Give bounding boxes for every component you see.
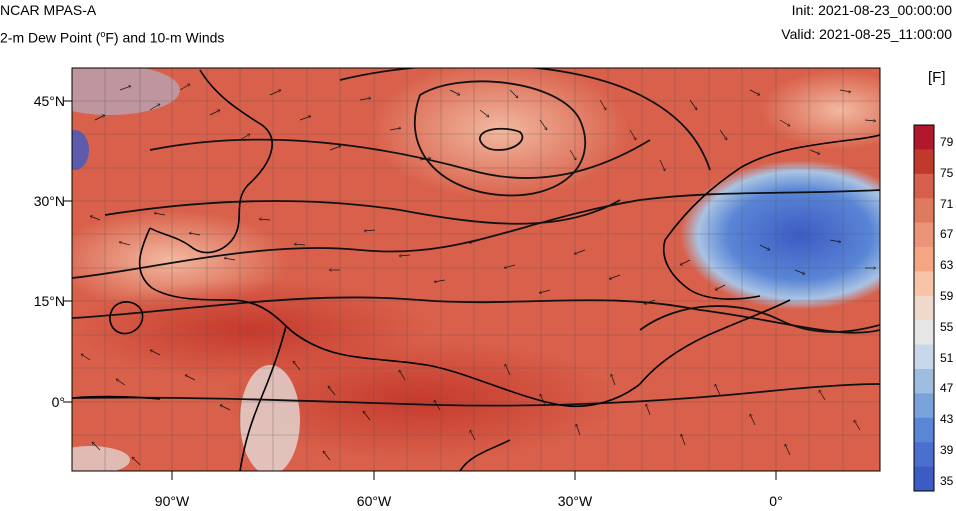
colorbar-label: 79 (940, 135, 954, 149)
lon-tick-30w: 30°W (557, 493, 593, 509)
lon-tick-0: 0° (769, 493, 783, 509)
field-title: 2-m Dew Point (oF) and 10-m Winds (0, 26, 224, 46)
colorbar-label: 47 (940, 381, 954, 396)
colorbar-swatch (914, 295, 934, 321)
dry-region-west (72, 130, 89, 170)
colorbar-swatch (914, 369, 934, 394)
colorbar-swatch (914, 173, 934, 199)
init-time-label: Init: 2021-08-23_00:00:00 (791, 2, 952, 18)
colorbar (913, 124, 935, 492)
colorbar-label: 71 (940, 196, 954, 211)
lon-tick-90w: 90°W (154, 493, 190, 509)
model-title: NCAR MPAS-A (0, 2, 97, 18)
colorbar-label: 51 (940, 350, 954, 365)
dry-region-sahara (680, 160, 880, 310)
colorbar-label: 43 (940, 412, 954, 427)
wind-vectors (81, 83, 876, 466)
dry-region-andes (240, 365, 300, 471)
colorbar-label: 59 (940, 289, 954, 303)
colorbar-unit: [F] (928, 69, 946, 86)
colorbar-swatch (914, 198, 934, 224)
lat-tick-30n: 30°N (33, 193, 65, 209)
colorbar-label: 39 (940, 443, 954, 457)
colorbar-swatch (914, 344, 934, 370)
colorbar-swatch (914, 247, 934, 272)
degree-sup: o (100, 29, 106, 39)
lon-tick-60w: 60°W (356, 493, 392, 509)
colorbar-swatch (914, 149, 934, 175)
dry-region-north (72, 68, 180, 115)
colorbar-label: 55 (940, 319, 954, 334)
lighter-region-north-atlantic (370, 68, 630, 200)
colorbar-swatch (914, 125, 934, 150)
dry-region-pacific (72, 446, 130, 471)
colorbar-swatch (914, 466, 934, 492)
colorbar-swatch (914, 320, 934, 346)
field-title-text: 2-m Dew Point ( (0, 29, 101, 46)
colorbar-label: 35 (940, 473, 954, 488)
lat-tick-45n: 45°N (33, 93, 65, 109)
map-field (72, 68, 880, 471)
map-border (71, 67, 881, 472)
lat-tick-15n: 15°N (33, 293, 65, 309)
colorbar-swatch (914, 442, 934, 468)
lighter-region-europe (760, 70, 880, 150)
field-title-rest: F) and 10-m Winds (105, 29, 225, 46)
colorbar-swatch (914, 271, 934, 297)
colorbar-swatch (914, 222, 934, 248)
colorbar-label: 75 (940, 165, 954, 180)
grid-lines (72, 68, 880, 471)
colorbar-label: 67 (940, 227, 954, 242)
colorbar-swatch (914, 393, 934, 419)
moist-region-equator (220, 340, 620, 460)
coastlines (72, 69, 880, 471)
colorbar-label: 63 (940, 258, 954, 273)
colorbar-swatch (914, 417, 934, 443)
lat-tick-0: 0° (51, 394, 65, 410)
axis-ticks (63, 100, 777, 480)
colorbar-border (913, 124, 935, 492)
valid-time-label: Valid: 2021-08-25_11:00:00 (781, 26, 952, 42)
